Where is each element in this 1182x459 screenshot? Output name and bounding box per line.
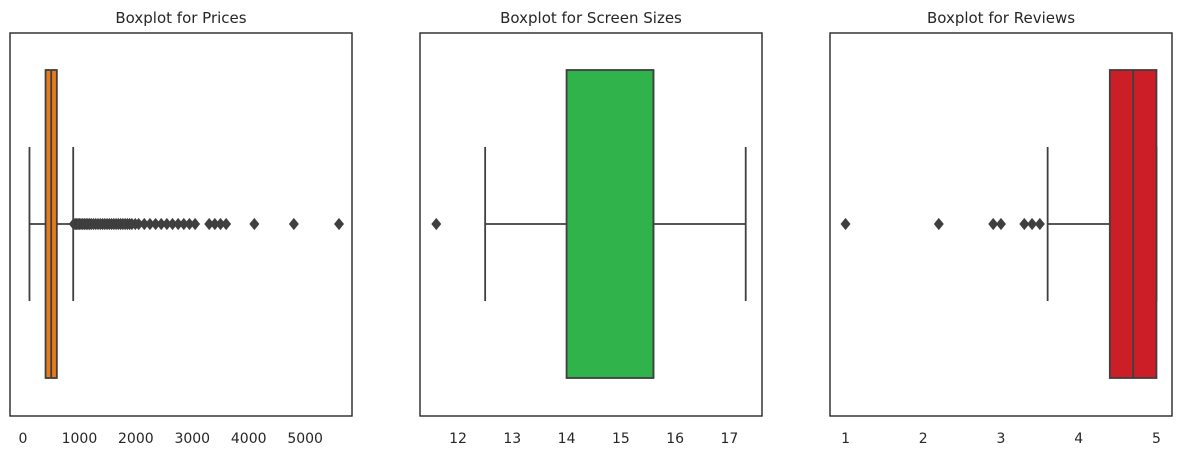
outlier-point bbox=[249, 217, 260, 231]
x-tick-label: 5000 bbox=[287, 431, 323, 447]
outlier-point bbox=[933, 217, 944, 231]
outlier-point bbox=[840, 217, 851, 231]
axes-frame bbox=[419, 32, 763, 417]
outlier-point bbox=[1034, 217, 1045, 231]
x-tick-label: 3 bbox=[997, 431, 1006, 447]
outlier-point bbox=[996, 217, 1006, 231]
axes-frame bbox=[829, 32, 1173, 417]
chart-panel-3: Boxplot for Reviews 1 2 3 4 5 bbox=[829, 9, 1173, 447]
x-tick-label: 16 bbox=[666, 431, 684, 447]
outlier-point bbox=[1027, 217, 1038, 231]
chart-title: Boxplot for Reviews bbox=[927, 9, 1075, 27]
outlier-point bbox=[190, 217, 201, 231]
x-tick-label: 3000 bbox=[174, 431, 210, 447]
outlier-point bbox=[431, 217, 442, 231]
x-tick-label: 14 bbox=[558, 431, 576, 447]
chart-title: Boxplot for Prices bbox=[115, 9, 246, 27]
chart-panel-1: Boxplot for Prices 0 1000 2000 3000 4000 5000 bbox=[9, 9, 353, 447]
x-tick-label: 12 bbox=[449, 431, 467, 447]
x-tick-label: 0 bbox=[19, 431, 28, 447]
x-tick-label: 15 bbox=[612, 431, 630, 447]
x-tick-label: 4 bbox=[1074, 431, 1083, 447]
iqr-box bbox=[565, 69, 655, 379]
x-tick-label: 2 bbox=[919, 431, 928, 447]
x-tick-label: 17 bbox=[721, 431, 739, 447]
chart-title: Boxplot for Screen Sizes bbox=[500, 9, 682, 27]
outlier-point bbox=[334, 217, 345, 231]
x-tick-label: 1 bbox=[841, 431, 850, 447]
x-tick-label: 1000 bbox=[62, 431, 98, 447]
x-tick-label: 5 bbox=[1152, 431, 1161, 447]
axes-frame bbox=[9, 32, 353, 417]
x-tick-label: 2000 bbox=[118, 431, 154, 447]
outlier-point bbox=[1019, 217, 1030, 231]
outlier-point bbox=[221, 217, 232, 231]
x-tick-label: 13 bbox=[503, 431, 521, 447]
outlier-point bbox=[988, 217, 999, 231]
outlier-point bbox=[288, 217, 299, 231]
chart-panel-2: Boxplot for Screen Sizes 12 13 14 15 16 17 bbox=[419, 9, 763, 447]
x-tick-label: 4000 bbox=[231, 431, 267, 447]
